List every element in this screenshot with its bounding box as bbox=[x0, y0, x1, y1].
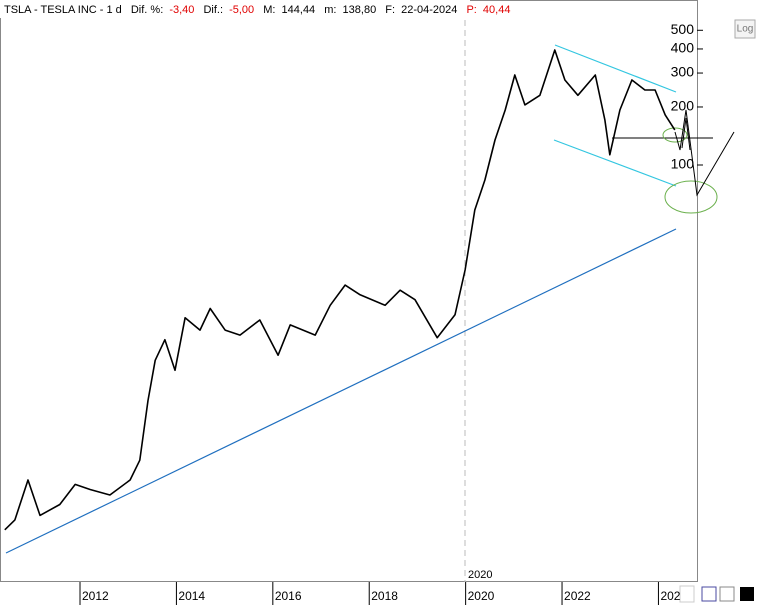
save-button[interactable] bbox=[701, 586, 717, 602]
marks bbox=[4, 49, 676, 531]
x-tick-label: 2020 bbox=[468, 589, 495, 603]
pin-button[interactable] bbox=[719, 586, 735, 602]
value: 138,80 bbox=[343, 4, 377, 16]
y-tick-label: 200 bbox=[671, 98, 695, 114]
projection-arrow bbox=[674, 109, 735, 197]
annotation: 2020 bbox=[468, 569, 492, 581]
label: M: bbox=[263, 4, 275, 16]
value: 22-04-2024 bbox=[401, 4, 457, 16]
header-bg bbox=[0, 0, 470, 18]
value: 40,44 bbox=[483, 4, 511, 16]
circle-mark bbox=[662, 127, 688, 143]
log-button[interactable] bbox=[734, 19, 756, 39]
label: P: bbox=[466, 4, 476, 16]
symbol: TSLA - TESLA INC - 1 d bbox=[4, 4, 122, 16]
x-tick-label: 2016 bbox=[275, 589, 302, 603]
circle-mark bbox=[664, 180, 718, 214]
value: -3,40 bbox=[169, 4, 194, 16]
x-tick-label: 2012 bbox=[82, 589, 109, 603]
color-button[interactable] bbox=[740, 587, 754, 601]
log-button-label[interactable]: Log bbox=[737, 24, 754, 35]
y-tick-label: 300 bbox=[671, 64, 695, 80]
label: Dif. %: bbox=[131, 4, 163, 16]
label: Dif.: bbox=[203, 4, 223, 16]
label: m: bbox=[324, 4, 336, 16]
y-tick-label: 400 bbox=[671, 40, 695, 56]
header: TSLA - TESLA INC - 1 d Dif. %: -3,40 Dif… bbox=[4, 4, 510, 16]
value: -5,00 bbox=[229, 4, 254, 16]
trend-line bbox=[5, 228, 677, 554]
x-tick-label: 2022 bbox=[564, 589, 591, 603]
channel-top bbox=[554, 44, 677, 93]
projection-arrow bbox=[681, 117, 691, 151]
scroll-button[interactable] bbox=[679, 585, 695, 603]
label: F: bbox=[385, 4, 395, 16]
y-tick-label: 500 bbox=[671, 21, 695, 37]
x-tick-label: 2014 bbox=[178, 589, 205, 603]
y-tick-label: 100 bbox=[671, 156, 695, 172]
channel-bottom bbox=[553, 139, 677, 187]
x-tick-label: 202 bbox=[660, 589, 680, 603]
price-line bbox=[4, 49, 676, 531]
x-tick-label: 2018 bbox=[371, 589, 398, 603]
value: 144,44 bbox=[282, 4, 316, 16]
